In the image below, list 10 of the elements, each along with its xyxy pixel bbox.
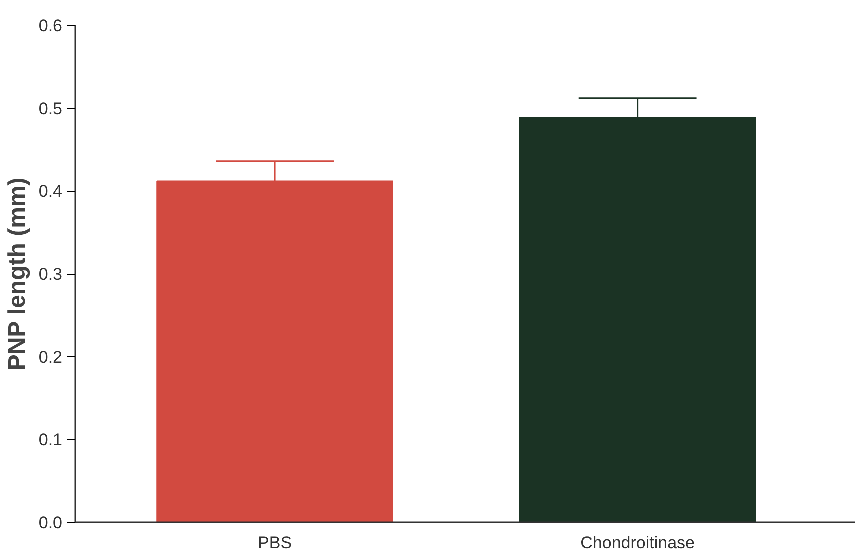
y-tick-label: 0.4: [38, 182, 63, 202]
y-tick-label: 0.3: [38, 265, 63, 284]
y-tick-label: 0.1: [38, 430, 63, 450]
x-tick-label: Chondroitinase: [580, 534, 696, 552]
x-tick-label: PBS: [258, 534, 292, 552]
y-tick-label: 0.0: [38, 514, 63, 532]
y-tick-label: 0.5: [38, 99, 63, 118]
y-tick-label: 0.2: [38, 348, 63, 367]
y-tick-label: 0.6: [38, 16, 63, 36]
y-axis-title: PNP length (mm): [4, 178, 31, 371]
